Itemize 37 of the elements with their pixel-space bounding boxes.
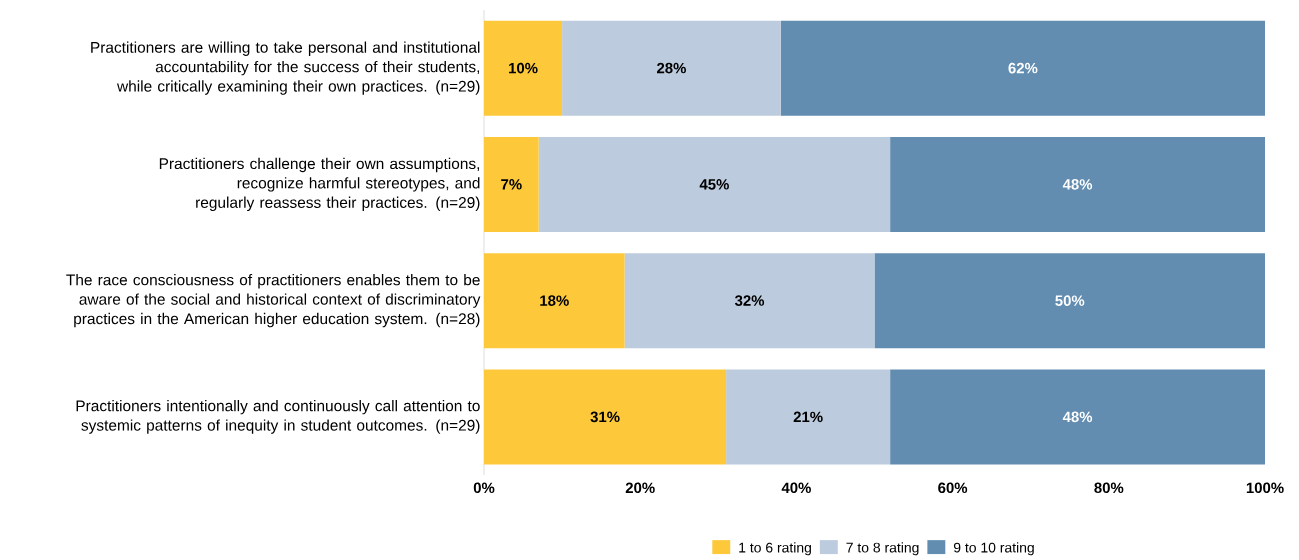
data-label: 50% [1055, 295, 1085, 306]
data-label: 31% [590, 411, 620, 423]
data-label: 28% [657, 62, 686, 74]
data-label: 62% [1008, 62, 1038, 74]
data-label: 32% [734, 295, 765, 306]
bar [562, 20, 781, 116]
bar [890, 369, 1266, 465]
bar [484, 369, 727, 465]
data-label: 7% [501, 179, 522, 190]
y-tick-label: The race consciousness of practitioners enables them to be aware of the social and historical context of discriminatory practices in the American higher education system. (n=28) [66, 274, 481, 328]
y-tick-label: Practitioners challenge their own assumptions, recognize harmful stereotypes, and regularly reassess their practices. (n=29) [159, 157, 480, 211]
data-label: 21% [793, 411, 823, 423]
y-tick-label: Practitioners intentionally and continuously call attention to systemic patterns of inequity in student outcomes. (n=29) [76, 399, 480, 434]
x-tick-label: 60% [938, 482, 968, 494]
bar [780, 20, 1266, 116]
bar [890, 136, 1266, 232]
x-tick-label: 0% [473, 482, 495, 494]
x-tick-label: 20% [625, 482, 655, 494]
bar [726, 369, 891, 465]
bar [874, 253, 1266, 349]
legend-label: 7 to 8 rating [846, 542, 919, 556]
bar [484, 253, 625, 349]
data-label: 48% [1062, 411, 1093, 423]
legend-label: 1 to 6 rating [739, 542, 811, 556]
data-label: 10% [509, 62, 538, 74]
y-tick-label: Practitioners are willing to take personal and institutional accountability for the success of their students, while critically examining their own practices. (n=29) [91, 41, 480, 95]
bar [484, 136, 539, 232]
x-tick-label: 40% [781, 482, 811, 494]
x-tick-label: 100% [1246, 482, 1284, 494]
x-tick-label: 80% [1094, 482, 1124, 494]
data-label: 48% [1062, 179, 1093, 190]
bar [484, 20, 563, 116]
legend-label: 9 to 10 rating [953, 542, 1034, 556]
data-label: 18% [540, 295, 569, 306]
bar [624, 253, 875, 349]
bar [538, 136, 891, 232]
data-label: 45% [699, 179, 729, 190]
